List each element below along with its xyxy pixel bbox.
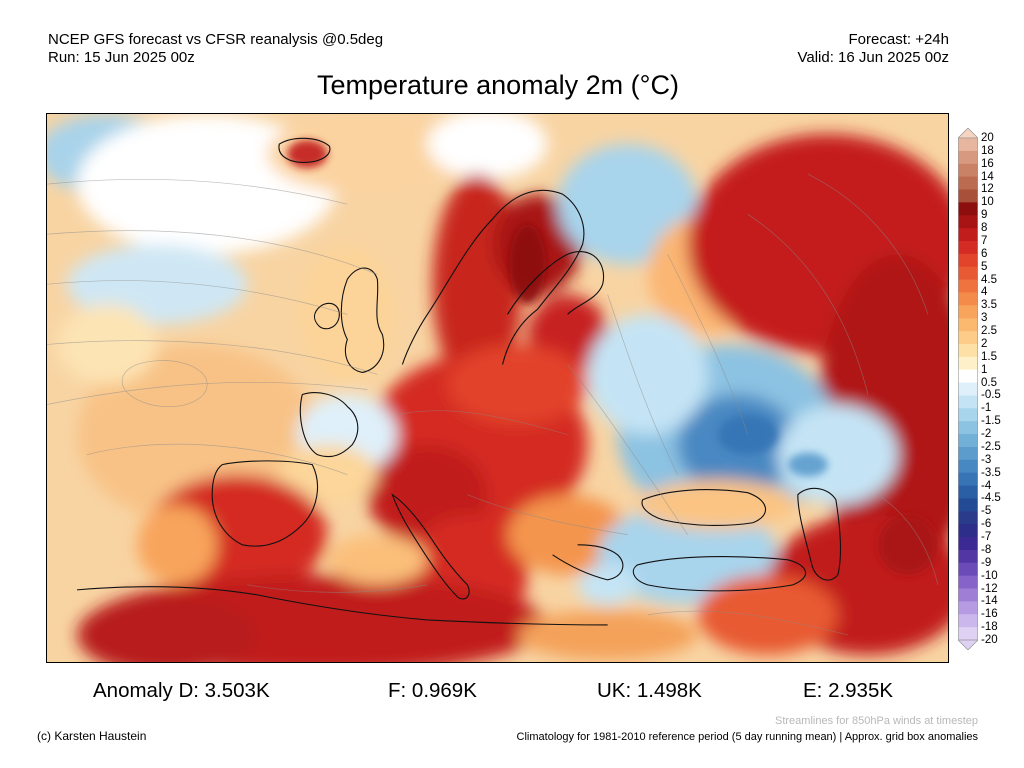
colorbar-label: -2 bbox=[981, 428, 992, 441]
colorbar-segment bbox=[958, 305, 978, 319]
colorbar-segment bbox=[958, 253, 978, 268]
colorbar-label: 3 bbox=[981, 312, 988, 325]
copyright: (c) Karsten Haustein bbox=[37, 729, 147, 743]
colorbar-top-arrow bbox=[958, 128, 978, 139]
colorbar-segment bbox=[958, 627, 978, 641]
colorbar-segment bbox=[958, 266, 978, 280]
colorbar-label: 0.5 bbox=[981, 376, 997, 389]
anomaly-uk: UK: 1.498K bbox=[597, 679, 702, 702]
colorbar-segment bbox=[958, 228, 978, 242]
colorbar-segment bbox=[958, 549, 978, 564]
streamlines-note: Streamlines for 850hPa winds at timestep bbox=[775, 715, 978, 727]
colorbar-label: -7 bbox=[981, 531, 992, 544]
colorbar-segment bbox=[958, 524, 978, 538]
anomaly-map bbox=[46, 113, 949, 663]
colorbar-label: -14 bbox=[981, 595, 998, 608]
colorbar-label: 9 bbox=[981, 209, 988, 222]
colorbar-label: -5 bbox=[981, 505, 992, 518]
colorbar-segment bbox=[958, 421, 978, 435]
colorbar-segment bbox=[958, 614, 978, 628]
colorbar-label: 3.5 bbox=[981, 299, 997, 312]
anomaly-spain: E: 2.935K bbox=[803, 679, 894, 702]
colorbar-label: 5 bbox=[981, 260, 988, 273]
colorbar-label: -3.5 bbox=[981, 466, 1001, 479]
colorbar-segment bbox=[958, 511, 978, 525]
colorbar-label: 4 bbox=[981, 286, 988, 299]
colorbar-label: 6 bbox=[981, 247, 988, 260]
colorbar-label: -10 bbox=[981, 569, 998, 582]
anomaly-germany: Anomaly D: 3.503K bbox=[93, 679, 270, 702]
colorbar-label: 1 bbox=[981, 363, 988, 376]
climatology-note: Climatology for 1981-2010 reference peri… bbox=[516, 731, 978, 743]
valid-time: Valid: 16 Jun 2025 00z bbox=[797, 49, 949, 66]
colorbar-label: 2.5 bbox=[981, 325, 997, 338]
colorbar-segment bbox=[958, 331, 978, 345]
colorbar-label: 8 bbox=[981, 222, 988, 235]
forecast-hour: Forecast: +24h bbox=[848, 31, 949, 48]
colorbar-label: 4.5 bbox=[981, 273, 997, 286]
colorbar-label: 20 bbox=[981, 132, 994, 144]
colorbar bbox=[958, 128, 978, 650]
colorbar-segment bbox=[958, 537, 978, 551]
colorbar-label: -6 bbox=[981, 518, 992, 531]
colorbar-segment bbox=[958, 588, 978, 602]
colorbar-segment bbox=[958, 318, 978, 332]
map-title: Temperature anomaly 2m (°C) bbox=[317, 70, 679, 100]
colorbar-label: -0.5 bbox=[981, 389, 1001, 402]
colorbar-label: 7 bbox=[981, 234, 988, 247]
colorbar-segment bbox=[958, 202, 978, 216]
run-time: Run: 15 Jun 2025 00z bbox=[48, 49, 195, 66]
anomaly-map-canvas bbox=[47, 114, 948, 662]
colorbar-label: 16 bbox=[981, 157, 994, 170]
colorbar-segment bbox=[958, 163, 978, 178]
colorbar-segment bbox=[958, 446, 978, 461]
colorbar-label: -4.5 bbox=[981, 492, 1001, 505]
anomaly-france: F: 0.969K bbox=[388, 679, 477, 702]
colorbar-segment bbox=[958, 240, 978, 255]
colorbar-segment bbox=[958, 150, 978, 165]
colorbar-label: 18 bbox=[981, 144, 994, 157]
colorbar-segment bbox=[958, 138, 978, 152]
colorbar-segment bbox=[958, 601, 978, 615]
colorbar-segment bbox=[958, 472, 978, 486]
colorbar-frame bbox=[958, 137, 978, 641]
model-description: NCEP GFS forecast vs CFSR reanalysis @0.… bbox=[48, 31, 384, 48]
colorbar-label: -16 bbox=[981, 608, 998, 621]
colorbar-segment bbox=[958, 562, 978, 577]
colorbar-segment bbox=[958, 215, 978, 229]
colorbar-segment bbox=[958, 369, 978, 383]
colorbar-segment bbox=[958, 356, 978, 371]
colorbar-label: -3 bbox=[981, 453, 992, 466]
colorbar-segment bbox=[958, 382, 978, 396]
colorbar-segment bbox=[958, 459, 978, 474]
colorbar-segment bbox=[958, 292, 978, 306]
colorbar-label: -20 bbox=[981, 634, 998, 646]
colorbar-label: 12 bbox=[981, 183, 994, 196]
colorbar-segment bbox=[958, 395, 978, 409]
colorbar-label: -12 bbox=[981, 582, 998, 595]
colorbar-segment bbox=[958, 485, 978, 499]
colorbar-segment bbox=[958, 575, 978, 589]
colorbar-label: -8 bbox=[981, 543, 992, 556]
colorbar-label: -2.5 bbox=[981, 440, 1001, 453]
colorbar-label: -9 bbox=[981, 556, 992, 569]
colorbar-label: 1.5 bbox=[981, 350, 997, 363]
colorbar-segment bbox=[958, 189, 978, 203]
colorbar-label: -1 bbox=[981, 402, 992, 415]
colorbar-segment bbox=[958, 498, 978, 512]
colorbar-label: -1.5 bbox=[981, 415, 1001, 428]
wind-streamlines bbox=[47, 173, 939, 636]
colorbar-segment bbox=[958, 176, 978, 190]
colorbar-label: 2 bbox=[981, 337, 988, 350]
colorbar-segment bbox=[958, 279, 978, 293]
colorbar-label: -4 bbox=[981, 479, 992, 492]
colorbar-label: 14 bbox=[981, 170, 994, 183]
colorbar-label: -18 bbox=[981, 621, 998, 634]
coastline-outlines bbox=[76, 137, 842, 626]
colorbar-segment bbox=[958, 343, 978, 358]
colorbar-segment bbox=[958, 408, 978, 422]
colorbar-segment bbox=[958, 434, 978, 448]
colorbar-bottom-arrow bbox=[958, 639, 978, 650]
colorbar-label: 10 bbox=[981, 196, 994, 209]
